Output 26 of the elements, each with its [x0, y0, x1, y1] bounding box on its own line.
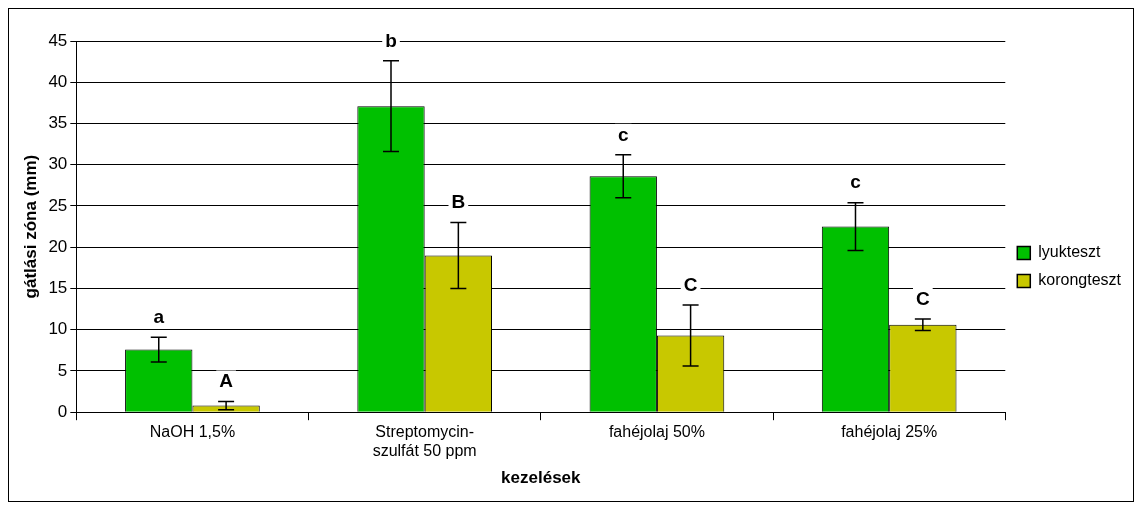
data-label: B [451, 191, 466, 213]
y-tick-label: 40 [48, 71, 68, 91]
legend-label: lyukteszt [1038, 243, 1102, 261]
x-tick-label: Streptomycin-szulfát 50 ppm [372, 423, 477, 460]
data-label: A [219, 370, 234, 392]
y-tick-label: 20 [48, 236, 68, 256]
data-label: C [915, 287, 930, 309]
x-axis-title: kezelések [501, 468, 582, 488]
x-tick-label: fahéjolaj 50% [608, 423, 705, 441]
data-label: c [850, 171, 862, 193]
y-tick-label: 10 [48, 319, 68, 339]
x-tick-label: fahéjolaj 25% [841, 423, 938, 441]
y-tick-label: 30 [48, 154, 68, 174]
y-tick-label: 5 [57, 360, 68, 380]
y-tick-label: 35 [48, 113, 68, 133]
data-label: c [617, 123, 629, 145]
y-tick-label: 25 [48, 195, 68, 215]
data-label: a [153, 305, 165, 327]
y-tick-label: 0 [57, 401, 68, 421]
data-label: C [683, 273, 698, 295]
y-tick-label: 15 [48, 278, 68, 298]
data-label: b [385, 29, 397, 51]
y-tick-label: 45 [48, 30, 68, 50]
legend-label: korongteszt [1038, 271, 1122, 289]
x-tick-label: NaOH 1,5% [149, 423, 236, 441]
y-axis-title: gátlási zóna (mm) [20, 154, 40, 299]
